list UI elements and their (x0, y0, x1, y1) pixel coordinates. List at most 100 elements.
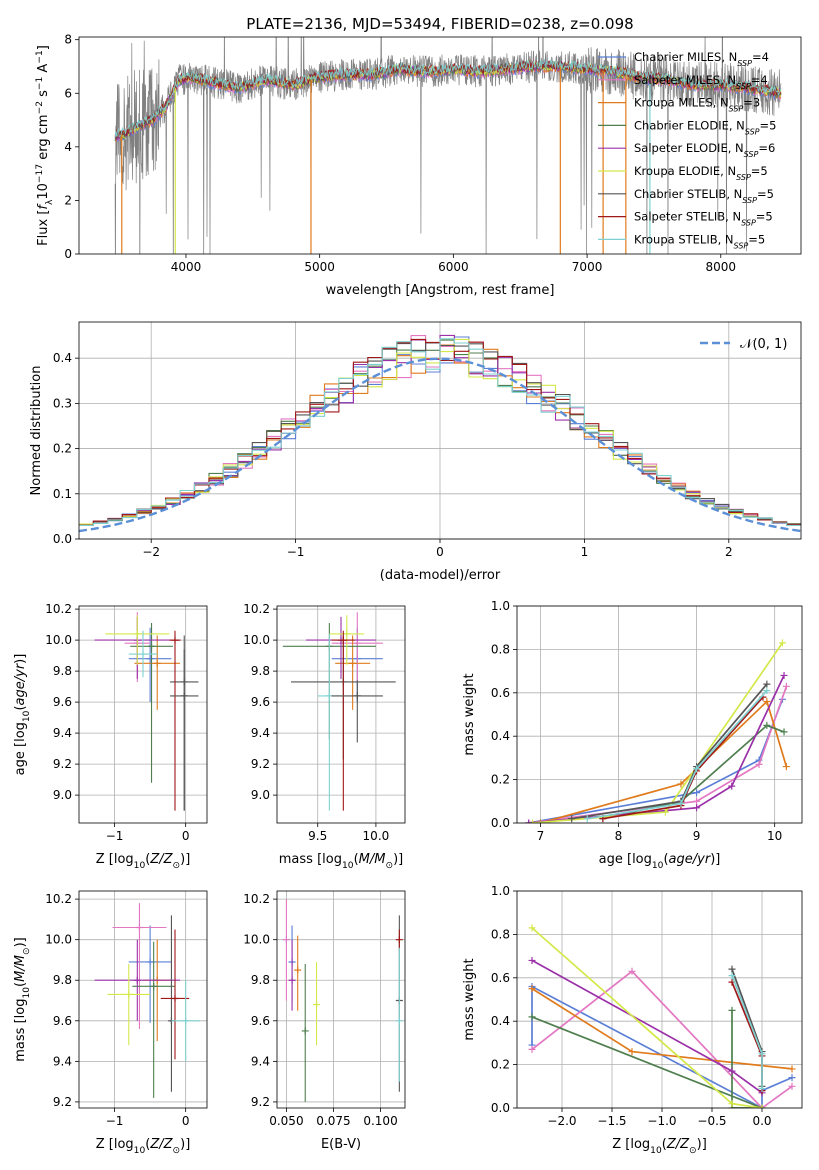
weight-vs-age-marker-kroupa-elodie (778, 639, 786, 647)
weight-vs-z-xtick-label: −1.5 (597, 1114, 626, 1128)
legend-label-chabrier-stelib: Chabrier STELIB, NSSP=5 (634, 187, 774, 205)
residuals-x-label: (data-model)/error (380, 568, 501, 583)
mass-vs-z-point-kroupa-miles (143, 939, 172, 1042)
mass-vs-z-plot-area (94, 903, 200, 1098)
mass-vs-z-xtick-label: −1 (106, 1114, 124, 1128)
legend-label-salpeter-miles: Salpeter MILES, NSSP=4 (634, 73, 768, 91)
weight-vs-z-ytick-label: 0.6 (491, 971, 510, 985)
residuals-ytick-label: 0.4 (53, 351, 72, 365)
age-vs-z-point-kroupa-stelib (128, 630, 158, 678)
spectrum-legend: Chabrier MILES, NSSP=4 Salpeter MILES, NS… (598, 50, 776, 250)
age-vs-z-marker (148, 642, 156, 650)
weight-vs-z-marker-kroupa-stelib (758, 1050, 766, 1058)
weight-vs-age-line-kroupa-stelib (587, 690, 768, 820)
mass-vs-z-ytick-label: 9.4 (53, 1054, 72, 1068)
mass-vs-ebv-ytick-label: 10.0 (243, 933, 270, 947)
weight-vs-age-line-chabrier-stelib (571, 683, 768, 820)
weight-vs-z-x-label: Z [log10(Z/Z⊙)] (612, 1137, 707, 1156)
legend-label-kroupa-miles: Kroupa MILES, NSSP=3 (634, 96, 760, 114)
residuals-ytick-label: 0.3 (53, 396, 72, 410)
age-vs-z-marker (153, 659, 161, 667)
weight-vs-z-marker-salpeter-elodie (528, 956, 536, 964)
weight-vs-age-ytick-label: 0.2 (491, 773, 510, 787)
mass-vs-z-point-salpeter-elodie (94, 939, 180, 1021)
residuals-ytick-label: 0.1 (53, 487, 72, 501)
age-vs-z-marker (139, 650, 147, 658)
weight-vs-z-y-label: mass weight (462, 958, 477, 1040)
spectrum-xtick-label: 8000 (706, 260, 737, 274)
age-vs-mass-xtick-label: 10.0 (363, 829, 390, 843)
legend-label-salpeter-elodie: Salpeter ELODIE, NSSP=6 (634, 141, 775, 159)
spectrum-ytick-label: 2 (64, 193, 72, 207)
weight-vs-z-ytick-label: 1.0 (491, 884, 510, 898)
weight-vs-age-marker-kroupa-stelib (583, 815, 591, 823)
age-vs-z-point-chabrier-stelib (170, 649, 199, 811)
residuals-xtick-label: 0 (436, 545, 444, 559)
weight-vs-z-marker-salpeter-elodie (728, 1067, 736, 1075)
mass-vs-z-frame: −1 0 9.2 9.4 9.6 9.8 10.0 10.2 (45, 890, 208, 1128)
mass-vs-z-marker (135, 924, 143, 932)
weight-vs-z-spines (516, 890, 803, 1109)
age-vs-mass-ytick-label: 9.6 (251, 695, 270, 709)
mass-vs-z-point-salpeter-miles (112, 903, 167, 1029)
age-vs-mass-spines (276, 605, 406, 824)
age-vs-mass-point-salpeter-miles (331, 612, 383, 682)
age-vs-mass-marker (353, 692, 361, 700)
weight-vs-age-marker-salpeter-elodie (693, 804, 701, 812)
age-vs-z-xtick-label: −1 (106, 829, 124, 843)
residuals-spines (78, 321, 802, 540)
mass-vs-ebv-marker (313, 1001, 321, 1009)
weight-vs-age-xtick-label: 10 (767, 829, 782, 843)
weight-vs-z-plot-area (528, 924, 796, 1108)
age-vs-z-marker (133, 630, 141, 638)
figure-title: PLATE=2136, MJD=53494, FIBERID=0238, z=0… (246, 15, 633, 33)
weight-vs-z-line-kroupa-elodie (531, 927, 763, 1108)
mass-vs-ebv-ytick-label: 9.6 (251, 1014, 270, 1028)
weight-vs-age-line-kroupa-elodie (532, 642, 784, 823)
mass-vs-z-y-label: mass [log10(M/M⊙)] (13, 937, 32, 1061)
mass-vs-z-ytick-label: 9.6 (53, 1014, 72, 1028)
age-vs-mass-point-salpeter-stelib (331, 630, 355, 811)
spectrum-xtick-label: 4000 (171, 260, 202, 274)
weight-vs-age-marker-kroupa-miles (677, 780, 685, 788)
residuals-xtick-label: 2 (725, 545, 733, 559)
weight-vs-age-marker-salpeter-miles (782, 682, 790, 690)
legend-label-kroupa-elodie: Kroupa ELODIE, NSSP=5 (634, 164, 768, 182)
mass-vs-ebv-point-salpeter-miles (282, 899, 290, 1001)
mass-vs-ebv-marker (395, 936, 403, 944)
age-vs-mass-xtick-label: 9.5 (308, 829, 327, 843)
weight-vs-age-marker-chabrier-elodie (780, 728, 788, 736)
weight-vs-age-marker-salpeter-elodie (728, 782, 736, 790)
age-vs-mass-point-kroupa-stelib (317, 633, 341, 811)
weight-vs-age-frame: 7 8 9 10 0.0 0.2 0.4 0.6 0.8 1.0 (491, 599, 803, 843)
spectrum-ytick-label: 4 (64, 140, 72, 154)
legend-label-chabrier-miles: Chabrier MILES, NSSP=4 (634, 50, 769, 68)
age-vs-z-ytick-label: 9.6 (53, 695, 72, 709)
mass-vs-ebv-frame: 0.050 0.075 0.100 9.2 9.4 9.6 9.8 10.0 10.2 (243, 890, 406, 1128)
mass-vs-ebv-ytick-label: 9.8 (251, 973, 270, 987)
weight-vs-age-marker-kroupa-miles (536, 819, 544, 823)
spectrum-model-line-kroupa-stelib (114, 58, 782, 138)
mass-vs-z-marker (146, 958, 154, 966)
mass-vs-z-axes (79, 891, 207, 1108)
age-vs-mass-ytick-label: 10.2 (243, 602, 270, 616)
weight-vs-age-marker-salpeter-elodie (525, 819, 533, 823)
weight-vs-age-line-kroupa-miles (540, 699, 788, 823)
age-vs-z-ytick-label: 9.8 (53, 664, 72, 678)
mass-vs-ebv-x-label: E(B-V) (321, 1137, 361, 1152)
weight-vs-age-marker-kroupa-elodie (529, 819, 537, 823)
weight-vs-age-marker-chabrier-miles (693, 789, 701, 797)
mass-vs-z-point-kroupa-elodie (107, 964, 151, 1046)
weight-vs-age-marker-chabrier-elodie (763, 721, 771, 729)
age-vs-z-ytick-label: 9.0 (53, 788, 72, 802)
weight-vs-z-marker-chabrier-stelib (728, 965, 736, 973)
weight-vs-z-ytick-label: 0.0 (491, 1101, 510, 1115)
weight-vs-z-marker-kroupa-elodie (528, 924, 536, 932)
weight-vs-z-marker-salpeter-miles (528, 1045, 536, 1053)
weight-vs-z-marker-chabrier-elodie (728, 1006, 736, 1014)
spectrum-x-label: wavelength [Angstrom, rest frame] (326, 283, 555, 298)
mass-vs-z-ytick-label: 10.0 (45, 933, 72, 947)
weight-vs-z-marker-kroupa-elodie (728, 1100, 736, 1108)
age-vs-z-marker (146, 655, 154, 663)
